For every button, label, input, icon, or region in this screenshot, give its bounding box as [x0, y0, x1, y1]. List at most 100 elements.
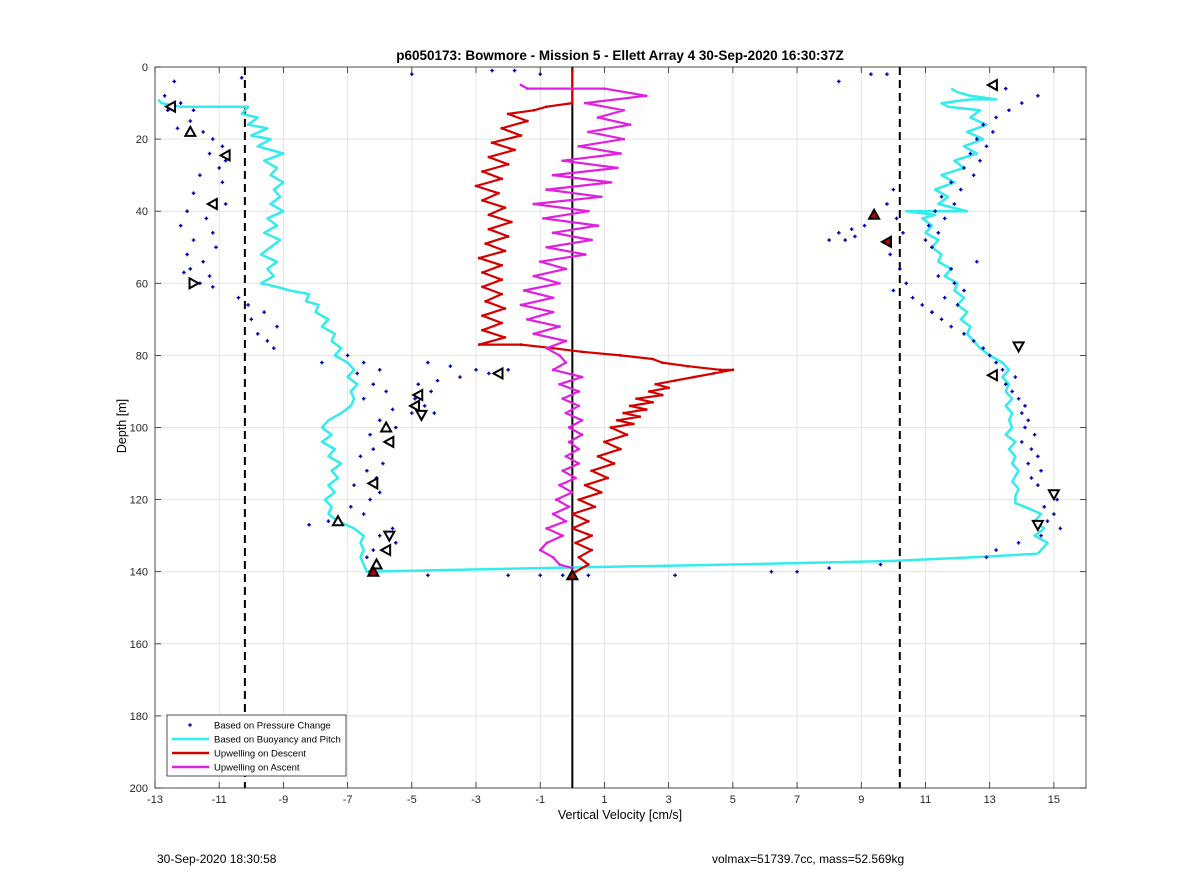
pressure-change-point	[236, 295, 241, 300]
upwelling-ascent-line-point	[580, 433, 584, 437]
pressure-change-point	[538, 573, 543, 578]
upwelling-ascent-line-point	[603, 87, 606, 91]
pressure-change-point	[381, 461, 385, 466]
upwelling-descent-line-point	[628, 404, 632, 408]
upwelling-ascent-line-point	[564, 454, 568, 458]
upwelling-ascent-line-point	[519, 83, 523, 87]
upwelling-descent-line-point	[487, 227, 491, 231]
upwelling-ascent-line-point	[564, 361, 568, 365]
y-tick-label: 160	[130, 639, 148, 651]
upwelling-ascent-line-point	[551, 368, 555, 372]
y-tick-label: 40	[136, 206, 148, 218]
upwelling-ascent-line-point	[577, 390, 581, 393]
pressure-change-point	[368, 432, 372, 437]
upwelling-descent-line-point	[503, 206, 507, 209]
upwelling-ascent-line-point	[583, 253, 587, 256]
legend-swatch-pressure	[188, 723, 192, 727]
upwelling-descent-line-point	[481, 271, 484, 274]
pressure-change-point	[377, 418, 382, 423]
glider-marker	[379, 543, 392, 557]
upwelling-ascent-line-point	[561, 469, 565, 473]
x-tick-label: -9	[279, 794, 289, 806]
upwelling-descent-line-point	[545, 105, 549, 109]
upwelling-ascent-line-point	[522, 289, 526, 292]
upwelling-ascent-line-point	[596, 224, 600, 228]
upwelling-descent-line-point	[481, 170, 484, 173]
pressure-change-point	[217, 166, 222, 170]
upwelling-ascent-line-point	[622, 137, 626, 141]
y-tick-label: 80	[136, 350, 148, 362]
pressure-change-point	[1003, 382, 1008, 387]
upwelling-descent-line-point	[673, 379, 677, 383]
pressure-change-point	[926, 223, 931, 228]
pressure-change-point	[249, 317, 254, 322]
upwelling-descent-line-point	[590, 469, 594, 473]
upwelling-ascent-line-point	[609, 180, 613, 184]
upwelling-ascent-line-point	[542, 217, 545, 220]
pressure-change-point	[246, 303, 250, 307]
upwelling-ascent-line-point	[538, 548, 542, 552]
pressure-change-point	[975, 137, 979, 141]
glider-marker	[379, 420, 393, 433]
pressure-change-point	[827, 238, 831, 242]
upwelling-descent-line-point	[718, 368, 722, 372]
pressure-change-point	[955, 303, 960, 307]
upwelling-descent-line-point	[481, 198, 484, 202]
upwelling-ascent-line-point	[564, 519, 568, 523]
upwelling-descent-line-point	[481, 314, 484, 318]
pressure-change-point	[275, 324, 279, 329]
pressure-change-point	[981, 346, 986, 350]
pressure-change-point	[198, 173, 202, 177]
pressure-change-point	[377, 533, 382, 538]
pressure-change-point	[265, 339, 270, 343]
pressure-change-point	[361, 512, 366, 516]
pressure-change-point	[1036, 94, 1040, 98]
pressure-change-point	[849, 227, 854, 232]
pressure-change-point	[1039, 533, 1043, 538]
legend-label: Based on Buoyancy and Pitch	[214, 735, 341, 746]
upwelling-ascent-line-point	[586, 209, 590, 213]
pressure-change-point	[377, 368, 382, 372]
pressure-change-point	[984, 144, 989, 149]
upwelling-descent-line-point	[577, 555, 581, 559]
upwelling-descent-line-point	[570, 69, 574, 73]
pressure-change-point	[910, 295, 915, 300]
upwelling-descent-line-point	[615, 418, 619, 422]
pressure-change-point	[949, 180, 953, 185]
upwelling-descent-line-point	[619, 354, 622, 357]
upwelling-descent-line-point	[667, 386, 671, 390]
pressure-change-point	[1007, 108, 1011, 113]
upwelling-descent-line-point	[477, 256, 481, 260]
y-tick-label: 140	[130, 567, 148, 579]
upwelling-descent-line-point	[586, 519, 590, 523]
x-tick-label: 13	[984, 794, 996, 806]
upwelling-descent-line-point	[487, 155, 491, 159]
pressure-change-point	[426, 573, 430, 578]
upwelling-descent-line-point	[692, 375, 696, 379]
upwelling-descent-line-point	[583, 483, 587, 487]
pressure-change-point	[178, 223, 183, 228]
upwelling-descent-line-point	[570, 527, 574, 530]
pressure-change-point	[586, 573, 591, 578]
upwelling-descent-line-point	[590, 534, 594, 538]
pressure-change-point	[1029, 447, 1034, 451]
upwelling-ascent-line-point	[561, 159, 565, 163]
x-tick-label: 11	[920, 794, 931, 806]
pressure-change-point	[191, 191, 196, 195]
upwelling-descent-line-point	[551, 346, 555, 350]
upwelling-descent-line-point	[519, 343, 523, 346]
pressure-change-point	[930, 310, 934, 314]
upwelling-descent-line-point	[506, 112, 510, 116]
pressure-change-point	[207, 274, 212, 278]
pressure-change-point	[377, 490, 382, 495]
upwelling-ascent-line-point	[545, 245, 549, 249]
pressure-change-point	[358, 454, 363, 459]
pressure-change-point	[371, 447, 376, 451]
pressure-change-point	[474, 368, 478, 372]
pressure-change-point	[487, 371, 491, 376]
pressure-change-point	[891, 288, 896, 293]
upwelling-ascent-line-point	[567, 440, 571, 444]
glider-marker	[985, 368, 998, 382]
x-tick-label: 15	[1048, 794, 1060, 806]
pressure-change-point	[901, 231, 905, 235]
